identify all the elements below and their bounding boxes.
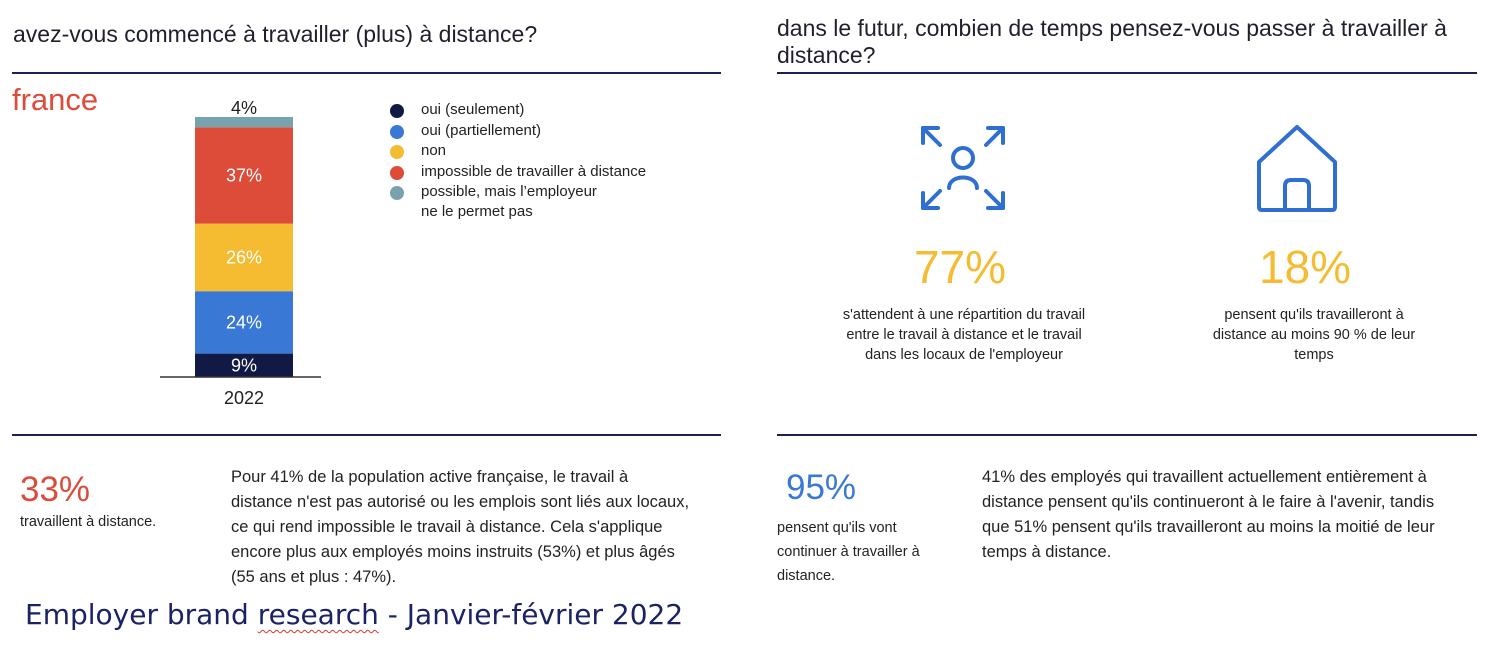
country-label: france [12,82,99,117]
bar-stack: 9% 24% 26% 37% 4% [195,98,293,377]
left-bottom-divider [12,434,721,436]
bar-segment-2 [195,223,293,292]
right-bottom-divider [777,434,1477,436]
legend-label-3: impossible de travailler à distance [421,162,647,180]
legend-swatch-0 [390,104,404,118]
left-question-title: avez-vous commencé à travailler (plus) à… [13,21,538,47]
right-paragraph: 41% des employés qui travaillent actuell… [982,468,1435,561]
right-question-title: dans le futur, combien de temps pensez-v… [777,15,1447,68]
footer-title-after: - Janvier-février 2022 [378,598,684,631]
right-stat-1-value: 77% [913,241,1007,293]
right-stat-1-text: s'attendent à une répartition du travail… [842,307,1086,363]
legend-label-1: oui (partiellement) [421,121,542,139]
legend-swatch-1 [390,124,404,139]
left-stat-value: 33% [20,470,91,509]
legend-swatch-3 [390,165,404,180]
bar-segment-1 [195,291,293,354]
right-top-divider [777,72,1477,74]
footer-title-before: Employer brand [25,598,258,631]
footer-title: Employer brand research - Janvier-févrie… [25,598,683,631]
bar-data-label-3: 37% [226,166,262,186]
legend-swatch-2 [390,145,404,159]
hybrid-arrows-person-icon [918,122,1008,219]
bar-segment-0 [195,353,293,377]
legend-label-0: oui (seulement) [421,101,525,118]
right-stat-2-value: 18% [1258,241,1352,293]
right-stat-2-text: pensent qu'ils travailleront à distance … [1212,307,1416,363]
right-stat-value: 95% [786,468,857,507]
house-icon [1255,122,1339,219]
x-category-label: 2022 [224,388,264,408]
bar-segment-4 [195,117,293,128]
bar-data-label-4: 4% [231,98,257,118]
stacked-bar-chart: 9% 24% 26% 37% 4% 2022 [160,98,321,408]
footer-title-squiggle: research [257,598,379,631]
left-paragraph: Pour 41% de la population active françai… [231,468,690,586]
legend-label-2: non [421,142,447,159]
legend-label-4: possible, mais l’employeur ne le permet p… [421,183,597,220]
left-stat-caption: travaillent à distance. [20,514,157,530]
legend-swatch-4 [390,186,404,200]
right-stat-caption: pensent qu'ils vont continuer à travaill… [777,520,920,584]
left-top-divider [12,72,721,74]
bar-data-label-1: 24% [226,312,262,332]
bar-data-label-2: 26% [226,247,262,267]
bar-data-label-0: 9% [231,355,257,375]
bar-segment-3 [195,127,293,224]
